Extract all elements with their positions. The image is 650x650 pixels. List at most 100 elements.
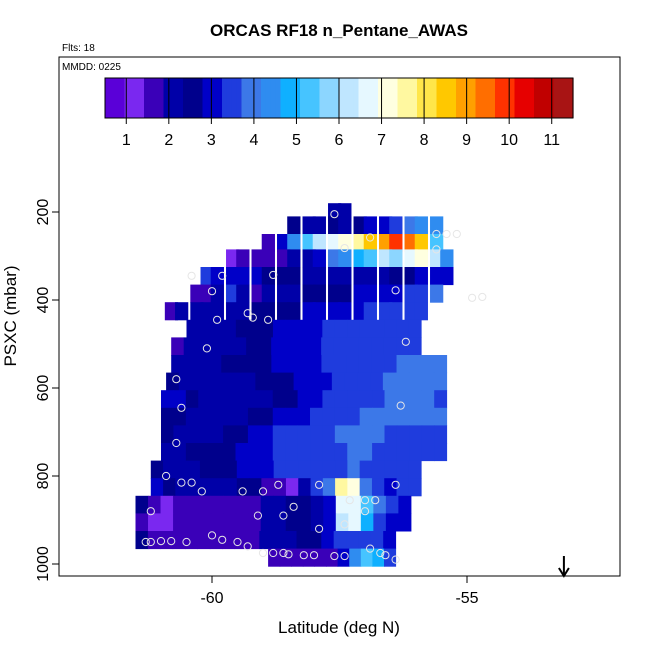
colorbar-swatch (202, 78, 208, 118)
colorbar-swatch (529, 78, 535, 118)
colorbar-swatch (300, 78, 306, 118)
heatmap-cell (322, 390, 336, 409)
sample-point (238, 487, 247, 496)
heatmap-cell (384, 460, 398, 479)
colorbar-swatch (499, 78, 506, 118)
colorbar-swatch (139, 78, 145, 118)
heatmap-cell (251, 249, 265, 268)
heatmap-cell (226, 302, 240, 321)
heatmap-cell (409, 355, 423, 374)
colorbar-tick-label: 6 (335, 132, 344, 149)
heatmap-cell (248, 319, 262, 338)
heatmap-cell (306, 372, 320, 391)
heatmap-cell (249, 460, 262, 479)
heatmap-cell (261, 460, 275, 479)
heatmap-cell (371, 355, 385, 374)
heatmap-cell (302, 284, 316, 303)
heatmap-cell (210, 425, 224, 444)
heatmap-cell (409, 407, 423, 426)
heatmap-cell (198, 443, 212, 462)
heatmap-cell (166, 372, 180, 391)
colorbar-swatch (504, 78, 511, 118)
colorbar-swatch (324, 78, 330, 118)
heatmap-cell (210, 390, 224, 409)
arrow-marker (558, 556, 570, 578)
heatmap-cell (259, 531, 273, 550)
heatmap-cell (396, 337, 410, 356)
heatmap-cell (414, 234, 428, 253)
colorbar-swatch (144, 78, 150, 118)
sample-point (340, 520, 349, 529)
heatmap-cell (434, 355, 448, 374)
heatmap-cell (260, 443, 274, 462)
heatmap-cell (338, 249, 352, 268)
heatmap-cell (359, 319, 373, 338)
heatmap-cell (271, 531, 285, 550)
colorbar-tick-label: 11 (543, 132, 560, 149)
heatmap-cell (347, 319, 360, 338)
heatmap-cell (200, 284, 214, 303)
heatmap-cell (226, 249, 240, 268)
heatmap-cell (396, 460, 410, 479)
sample-point (218, 535, 227, 544)
heatmap-cell (430, 216, 444, 235)
colorbar-swatch (270, 78, 277, 118)
heatmap-cell (251, 284, 265, 303)
heatmap-cell (287, 234, 301, 253)
heatmap-cell (198, 407, 212, 426)
heatmap-cell (409, 425, 423, 444)
heatmap-cell (287, 302, 301, 321)
heatmap-cell (310, 513, 324, 532)
heatmap-cell (223, 425, 237, 444)
colorbar-tick-label: 9 (462, 132, 471, 149)
heatmap-cell (198, 425, 212, 444)
heatmap-cell (185, 407, 199, 426)
colorbar-swatch (105, 78, 111, 118)
heatmap-cell (258, 355, 272, 374)
heatmap-cell (272, 319, 286, 338)
heatmap-cell (248, 495, 262, 514)
heatmap-cell (233, 337, 247, 356)
heatmap-cell (335, 478, 348, 497)
heatmap-cell (198, 513, 212, 532)
heatmap-cell (385, 495, 399, 514)
colorbar-swatch (339, 78, 345, 118)
sample-point (289, 502, 298, 511)
heatmap-cell (196, 337, 210, 356)
heatmap-cell (308, 355, 322, 374)
colorbar-tick-label: 3 (207, 132, 216, 149)
heatmap-cell (389, 216, 403, 235)
colorbar-swatch (163, 78, 169, 118)
heatmap-cell (221, 337, 235, 356)
colorbar-tick-label: 10 (500, 132, 518, 149)
heatmap-cell (404, 249, 418, 268)
heatmap-cell (258, 337, 272, 356)
heatmap-cell (163, 460, 176, 479)
heatmap-cell (334, 390, 348, 409)
heatmap-cell (296, 337, 310, 356)
sample-point (330, 551, 339, 561)
heatmap-cell (357, 372, 371, 391)
heatmap-cell (277, 234, 291, 253)
heatmap-cell (408, 337, 422, 356)
heatmap-cell (328, 302, 342, 321)
colorbar-swatch (378, 78, 384, 118)
heatmap-cell (186, 319, 200, 338)
heatmap-cell (347, 478, 361, 497)
colorbar-swatch (563, 78, 569, 118)
heatmap-cell (373, 513, 387, 532)
sample-point (391, 555, 400, 564)
heatmap-cell (185, 513, 199, 532)
x-tick-label: -55 (455, 590, 478, 607)
heatmap-cell (434, 390, 448, 409)
sample-point (187, 478, 196, 487)
heatmap-cell (302, 548, 315, 567)
heatmap-cell (379, 234, 393, 253)
colorbar-swatch (280, 78, 286, 118)
colorbar-swatch (451, 78, 457, 118)
heatmap-cell (178, 372, 193, 391)
heatmap-cell (338, 234, 352, 253)
sample-point (172, 375, 181, 384)
heatmap-cell (379, 284, 393, 303)
sample-point (233, 537, 242, 547)
